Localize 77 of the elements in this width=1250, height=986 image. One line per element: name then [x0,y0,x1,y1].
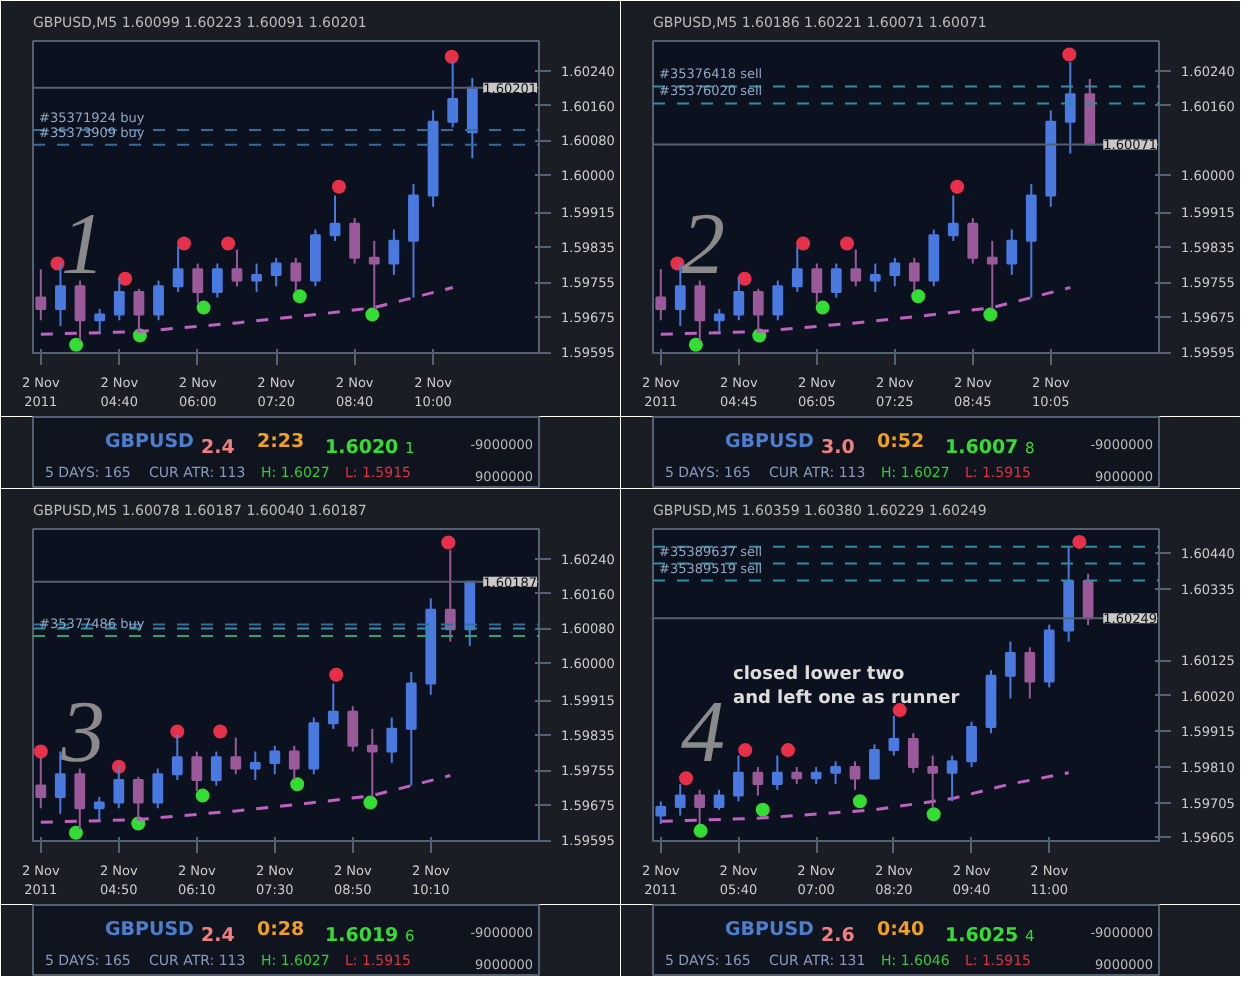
candlestick [713,788,725,811]
annotation: 1 [61,195,105,293]
candlestick [888,714,900,757]
candlestick [694,279,706,343]
candlestick [849,760,861,791]
text: 1.6025 [945,925,1019,947]
text: 1.6007 [945,437,1019,459]
candlestick [713,307,725,333]
candlestick [270,256,282,288]
annotation: closed lower two and left one as runner [733,665,961,709]
candlestick [230,736,242,776]
candlestick [928,228,940,288]
candlestick [889,256,901,288]
text: 3.0 [821,437,856,459]
candlestick [269,744,281,776]
text: 0:28 [257,919,306,941]
candlestick [288,744,300,781]
candlestick [152,767,164,810]
candlestick [308,716,320,776]
candlestick [290,256,302,293]
text: GBPUSD [105,431,195,453]
candlestick [35,268,47,322]
text: 1.6019 [325,925,399,947]
candlestick [349,217,361,265]
candlestick [869,262,881,293]
candlestick [192,262,204,305]
candlestick [850,248,862,288]
candlestick [93,795,105,821]
candlestick [907,732,919,774]
text: 1.6020 [325,437,400,459]
candlestick [113,276,125,322]
candlestick [210,750,222,787]
candlestick [967,217,979,265]
candlestick [946,754,958,803]
candlestick [752,766,764,797]
candlestick [908,256,920,293]
candlestick [191,750,203,793]
text: 2.4 [201,925,236,947]
candlestick [791,245,803,293]
text: 2.6 [821,925,856,947]
candlestick [329,194,341,242]
text: GBPUSD [105,919,195,941]
text: 0:52 [877,431,925,453]
candlestick [830,262,842,299]
candlestick [405,671,417,787]
candlestick [249,750,261,781]
annotation: 2 [681,195,725,293]
annotation: 3 [59,683,105,781]
candlestick [388,228,400,276]
text: GBPUSD [725,919,815,941]
candlestick [327,682,339,730]
candlestick [655,268,667,322]
candlestick [172,245,184,293]
text: 2.4 [201,437,236,459]
candlestick [1006,228,1018,276]
candlestick [674,783,686,817]
candlestick [231,248,243,288]
candlestick [74,279,86,343]
text: GBPUSD [725,431,815,453]
candlestick [74,767,86,831]
candlestick [464,580,476,647]
candlestick [1025,183,1037,299]
candlestick [466,77,478,160]
candlestick [947,194,959,242]
text: 0:40 [877,919,926,941]
candlestick [94,307,106,333]
candlestick [733,276,745,322]
candlestick [655,800,667,826]
candlestick [386,716,398,764]
annotation: 4 [681,683,725,781]
candlestick [811,262,823,305]
text: 2:23 [257,431,305,453]
candlestick [772,279,784,322]
candlestick [347,705,359,753]
candlestick [1024,646,1036,700]
candlestick [211,262,223,299]
candlestick [771,754,783,791]
